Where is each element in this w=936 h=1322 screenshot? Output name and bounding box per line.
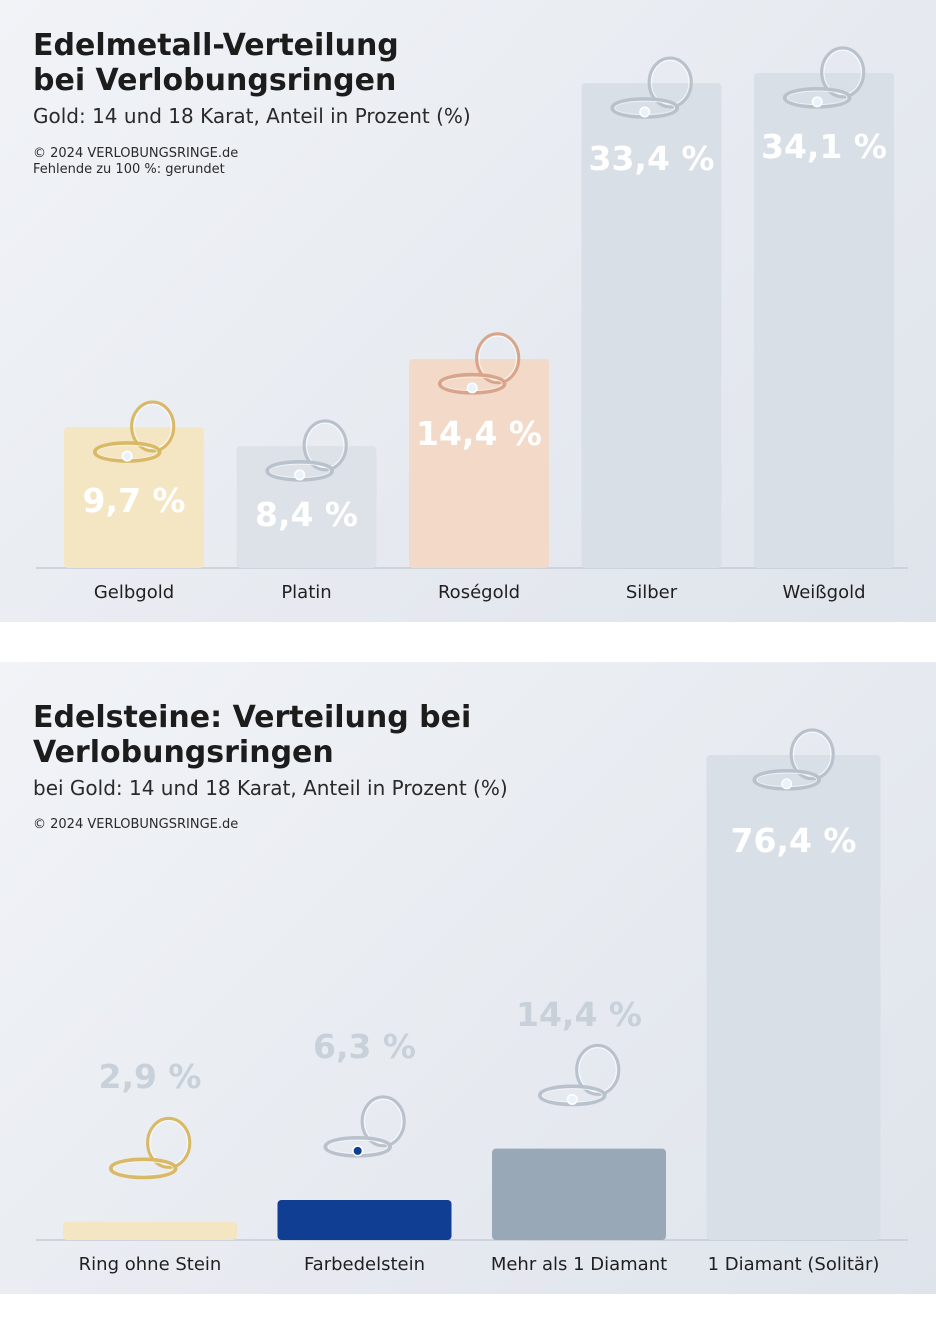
category-label-ring-ohne-stein: Ring ohne Stein [79, 1254, 222, 1275]
data-label-rosegold: 14,4 % [416, 414, 542, 453]
bar-chart-gemstones: 2,9 % Ring ohne Stein 6,3 % Farbedelstein 14… [36, 728, 908, 1275]
category-label-farbedelstein: Farbedelstein [304, 1254, 425, 1275]
data-label-platin: 8,4 % [255, 495, 358, 534]
chart-subtitle: Gold: 14 und 18 Karat, Anteil in Prozent… [33, 104, 471, 128]
chart-title-line2: bei Verlobungsringen [33, 63, 397, 98]
ring-illustration-icon [108, 1116, 192, 1180]
bar-chart-metals: 9,7 % Gelbgold 8,4 % Platin 14,4 % Roségold 33… [36, 46, 908, 603]
ring-illustration-icon [537, 1043, 621, 1107]
data-label-ring-ohne-stein: 2,9 % [98, 1057, 201, 1096]
data-label-silber: 33,4 % [589, 139, 715, 178]
rounding-note: Fehlende zu 100 %: gerundet [33, 162, 225, 177]
category-label-weissgold: Weißgold [782, 582, 865, 603]
ring-illustration-icon [323, 1095, 406, 1158]
data-label-mehr-als-1-diamant: 14,4 % [516, 995, 642, 1034]
bar-ring-ohne-stein [63, 1221, 237, 1240]
bar-rosegold [409, 358, 549, 568]
category-label-platin: Platin [281, 582, 331, 603]
bar-mehr-als-1-diamant [492, 1148, 666, 1240]
ring-illustration-icon [437, 332, 521, 395]
bar-1-diamant-solitaer [706, 755, 881, 1240]
ring-illustration-icon [782, 46, 866, 109]
category-label-rosegold: Roségold [438, 582, 520, 603]
category-label-gelbgold: Gelbgold [94, 582, 174, 603]
bar-farbedelstein [277, 1200, 452, 1240]
bar-gelbgold [64, 427, 204, 568]
bar-silber [581, 83, 722, 569]
copyright-note: © 2024 VERLOBUNGSRINGE.de [33, 817, 239, 832]
category-label-1-diamant-solitaer: 1 Diamant (Solitär) [708, 1254, 880, 1275]
category-label-silber: Silber [626, 582, 678, 603]
data-label-gelbgold: 9,7 % [82, 481, 185, 520]
data-label-1-diamant-solitaer: 76,4 % [731, 821, 857, 860]
chart-subtitle: bei Gold: 14 und 18 Karat, Anteil in Pro… [33, 776, 508, 800]
chart-title-line1: Edelsteine: Verteilung bei [33, 700, 472, 735]
bar-weissgold [754, 73, 894, 568]
data-label-weissgold: 34,1 % [761, 127, 887, 166]
ring-illustration-icon [610, 56, 693, 119]
chart-title-line1: Edelmetall-Verteilung [33, 28, 399, 63]
chart-title-line2: Verlobungsringen [33, 735, 334, 770]
copyright-note: © 2024 VERLOBUNGSRINGE.de [33, 146, 239, 161]
chart-panel-gemstones: Edelsteine: Verteilung bei Verlobungsrin… [0, 662, 936, 1294]
category-label-mehr-als-1-diamant: Mehr als 1 Diamant [491, 1254, 667, 1275]
chart-panel-metals: Edelmetall-Verteilung bei Verlobungsring… [0, 0, 936, 622]
ring-illustration-icon [752, 728, 835, 791]
ring-illustration-icon [92, 400, 176, 463]
data-label-farbedelstein: 6,3 % [313, 1027, 416, 1066]
ring-illustration-icon [265, 419, 348, 482]
